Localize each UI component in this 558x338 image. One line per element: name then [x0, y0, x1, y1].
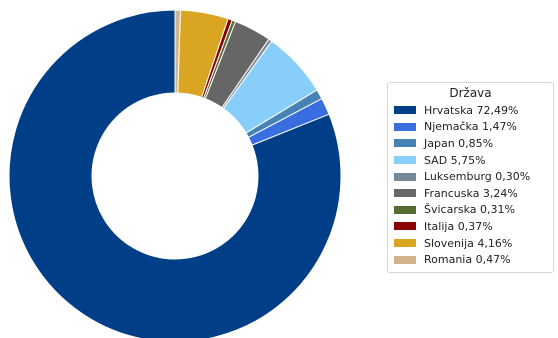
legend-items: Hrvatska 72,49% Njemačka 1,47% Japan 0,85%… — [394, 102, 547, 268]
legend-swatch — [394, 122, 416, 131]
legend-swatch — [394, 255, 416, 264]
legend-title: Država — [449, 86, 492, 100]
legend-item: SAD 5,75% — [394, 152, 547, 169]
legend-swatch — [394, 172, 416, 181]
legend-label: Njemačka 1,47% — [424, 120, 517, 134]
legend-item: Švicarska 0,31% — [394, 202, 547, 219]
legend-swatch — [394, 106, 416, 115]
legend-label: Romania 0,47% — [424, 253, 511, 267]
legend-label: Francuska 3,24% — [424, 186, 518, 200]
legend-item: Romania 0,47% — [394, 251, 547, 268]
legend-item: Njemačka 1,47% — [394, 119, 547, 136]
legend-swatch — [394, 189, 416, 198]
legend-label: Italija 0,37% — [424, 219, 493, 233]
legend-item: Italija 0,37% — [394, 218, 547, 235]
legend-item: Japan 0,85% — [394, 135, 547, 152]
legend-label: Švicarska 0,31% — [424, 203, 515, 217]
legend-swatch — [394, 222, 416, 231]
legend-swatch — [394, 205, 416, 214]
slice-hrvatska — [8, 9, 342, 338]
slice-romania — [174, 9, 181, 94]
legend-item: Francuska 3,24% — [394, 185, 547, 202]
legend-label: SAD 5,75% — [424, 153, 486, 167]
legend-label: Luksemburg 0,30% — [424, 170, 531, 184]
legend-item: Slovenija 4,16% — [394, 235, 547, 252]
legend-label: Hrvatska 72,49% — [424, 103, 519, 117]
legend-item: Hrvatska 72,49% — [394, 102, 547, 119]
chart-legend: Država Hrvatska 72,49% Njemačka 1,47% Japa… — [387, 82, 554, 273]
legend-label: Japan 0,85% — [424, 136, 494, 150]
legend-swatch — [394, 156, 416, 165]
legend-swatch — [394, 139, 416, 148]
legend-swatch — [394, 239, 416, 248]
legend-label: Slovenija 4,16% — [424, 236, 513, 250]
legend-item: Luksemburg 0,30% — [394, 168, 547, 185]
